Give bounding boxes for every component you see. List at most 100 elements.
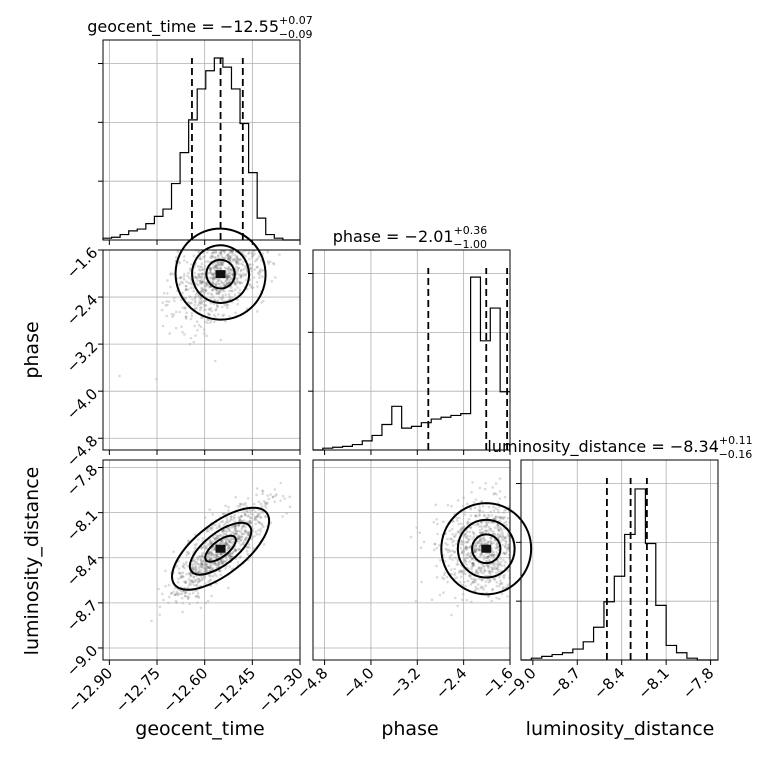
sample-point xyxy=(208,268,212,271)
sample-point xyxy=(245,536,249,540)
sample-point xyxy=(252,546,255,550)
sample-point xyxy=(227,527,230,530)
sample-point xyxy=(463,513,467,516)
sample-point xyxy=(221,530,225,534)
sample-point xyxy=(453,571,457,575)
sample-point xyxy=(262,525,265,529)
sample-point xyxy=(503,495,507,499)
sample-point xyxy=(187,596,190,599)
sample-point xyxy=(201,566,204,570)
sample-point xyxy=(197,565,201,569)
sample-point xyxy=(207,307,211,311)
sample-point xyxy=(453,573,456,577)
sample-point xyxy=(506,534,510,537)
sample-point xyxy=(184,581,188,584)
sample-point xyxy=(199,300,202,303)
sample-point xyxy=(186,551,190,554)
sample-point xyxy=(225,282,229,285)
sample-point xyxy=(178,571,181,575)
sample-point xyxy=(199,290,203,294)
sample-point xyxy=(251,253,255,257)
sample-point xyxy=(232,533,236,536)
sample-point xyxy=(237,266,240,270)
sample-point xyxy=(490,529,493,533)
sample-point xyxy=(236,281,239,284)
sample-point xyxy=(442,577,446,581)
sample-point xyxy=(506,595,509,598)
sample-point xyxy=(523,555,526,558)
sample-point xyxy=(198,570,201,574)
sample-point xyxy=(217,277,221,281)
sample-point xyxy=(490,599,494,603)
sample-point xyxy=(241,532,244,536)
sample-point xyxy=(208,267,211,271)
sample-point xyxy=(504,543,507,546)
sample-point xyxy=(183,591,187,595)
sample-point xyxy=(235,256,239,260)
sample-point xyxy=(487,505,491,509)
sample-point xyxy=(486,595,490,598)
sample-point xyxy=(467,538,471,541)
sample-point xyxy=(485,522,489,525)
sample-point xyxy=(224,504,227,508)
sample-point xyxy=(511,547,514,550)
sample-point xyxy=(206,570,210,573)
sample-point xyxy=(510,519,513,522)
sample-point xyxy=(212,562,215,566)
sample-point xyxy=(227,505,230,509)
sample-point xyxy=(226,520,229,524)
sample-point xyxy=(199,306,202,310)
sample-point xyxy=(204,288,208,292)
sample-point xyxy=(198,554,202,558)
sample-point xyxy=(248,519,251,523)
sample-point xyxy=(525,539,528,542)
sample-point xyxy=(496,508,500,512)
sample-point xyxy=(176,593,180,597)
sample-point xyxy=(218,569,222,573)
sample-point xyxy=(186,595,190,599)
sample-point xyxy=(472,547,476,551)
sample-point xyxy=(229,242,232,245)
sample-point xyxy=(503,545,507,549)
sample-point xyxy=(264,515,268,518)
sample-point xyxy=(184,563,188,566)
sample-point xyxy=(214,251,218,254)
scatter-geocent_time-phase xyxy=(118,232,281,381)
sample-point xyxy=(504,520,508,524)
sample-point xyxy=(239,269,243,273)
sample-point xyxy=(238,535,242,538)
sample-point xyxy=(234,258,237,262)
sample-point xyxy=(198,579,202,582)
sample-point xyxy=(205,241,208,244)
sample-point xyxy=(237,291,240,295)
sample-point xyxy=(176,250,180,254)
sample-point xyxy=(478,528,482,532)
sample-point xyxy=(249,232,252,235)
sample-point xyxy=(181,575,185,578)
sample-point xyxy=(224,540,228,544)
sample-point xyxy=(447,548,451,552)
sample-point xyxy=(484,481,487,485)
sample-point xyxy=(200,277,203,281)
sample-point xyxy=(197,577,201,580)
sample-point xyxy=(191,565,194,568)
sample-point xyxy=(266,494,270,497)
sample-point xyxy=(233,293,237,297)
sample-point xyxy=(177,567,181,570)
sample-point xyxy=(460,527,463,530)
sample-point xyxy=(484,542,487,546)
sample-point xyxy=(210,528,213,531)
sample-point xyxy=(499,516,503,520)
sample-point xyxy=(522,554,525,557)
sample-point xyxy=(213,313,216,317)
sample-point xyxy=(236,505,240,508)
sample-point xyxy=(249,235,252,238)
sample-point xyxy=(474,523,478,527)
sample-point xyxy=(210,288,214,292)
sample-point xyxy=(184,315,188,319)
sample-point xyxy=(513,516,516,519)
contour-level-1 xyxy=(471,533,502,565)
sample-point xyxy=(255,493,258,497)
sample-point xyxy=(234,532,238,535)
sample-point xyxy=(226,538,230,541)
